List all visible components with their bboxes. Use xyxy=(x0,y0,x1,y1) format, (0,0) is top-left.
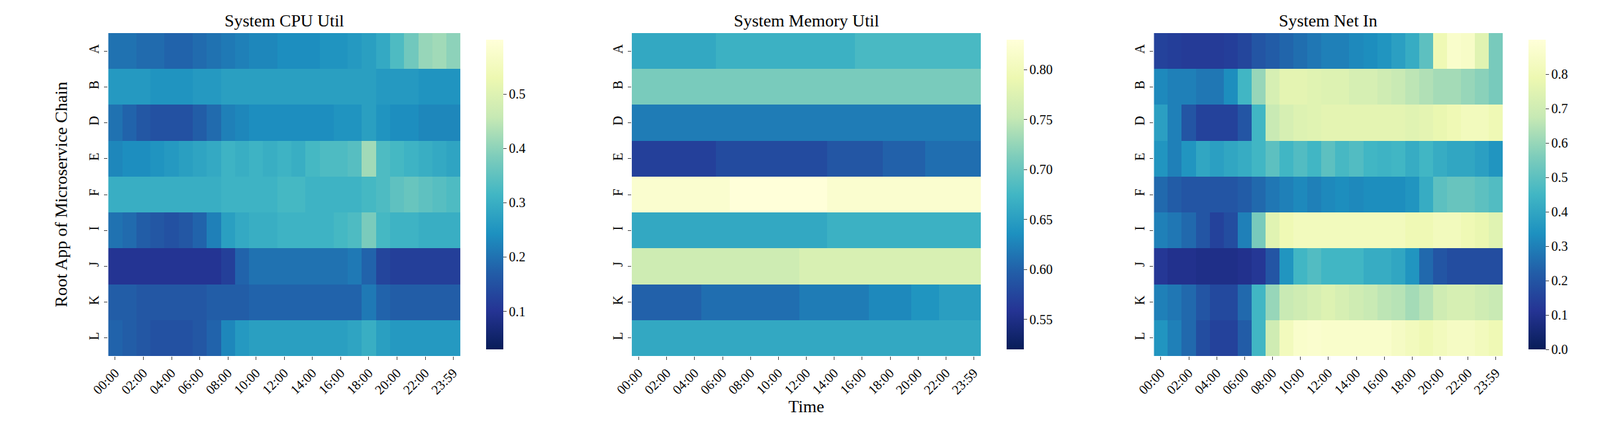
svg-text:14:00: 14:00 xyxy=(809,365,842,398)
svg-text:23:59: 23:59 xyxy=(428,365,461,398)
svg-text:06:00: 06:00 xyxy=(174,365,207,398)
svg-text:F: F xyxy=(1132,188,1148,197)
svg-text:0.4: 0.4 xyxy=(509,141,526,156)
svg-text:12:00: 12:00 xyxy=(1303,365,1336,398)
svg-text:I: I xyxy=(1132,226,1148,232)
svg-text:B: B xyxy=(86,80,102,90)
svg-text:20:00: 20:00 xyxy=(892,365,925,398)
svg-text:Time: Time xyxy=(788,397,825,417)
svg-text:02:00: 02:00 xyxy=(1163,365,1196,398)
svg-text:16:00: 16:00 xyxy=(315,365,348,398)
svg-text:K: K xyxy=(610,295,626,306)
svg-text:D: D xyxy=(86,115,102,126)
svg-text:08:00: 08:00 xyxy=(202,365,235,398)
svg-text:00:00: 00:00 xyxy=(1135,365,1168,398)
svg-text:F: F xyxy=(86,188,102,197)
svg-text:00:00: 00:00 xyxy=(90,365,122,398)
svg-text:06:00: 06:00 xyxy=(1219,365,1251,398)
svg-text:02:00: 02:00 xyxy=(641,365,674,398)
svg-text:0.80: 0.80 xyxy=(1029,62,1053,77)
svg-text:0.70: 0.70 xyxy=(1029,162,1053,177)
svg-text:System Net In: System Net In xyxy=(1278,11,1378,31)
svg-text:04:00: 04:00 xyxy=(1191,365,1224,398)
svg-text:0.60: 0.60 xyxy=(1029,262,1053,277)
svg-text:16:00: 16:00 xyxy=(837,365,869,398)
svg-text:04:00: 04:00 xyxy=(669,365,702,398)
svg-text:0.3: 0.3 xyxy=(1551,239,1569,254)
svg-text:20:00: 20:00 xyxy=(372,365,404,398)
svg-text:0.1: 0.1 xyxy=(509,304,526,320)
svg-text:23:59: 23:59 xyxy=(1470,365,1503,398)
svg-text:0.3: 0.3 xyxy=(509,195,526,210)
svg-text:10:00: 10:00 xyxy=(231,365,263,398)
svg-text:System CPU Util: System CPU Util xyxy=(224,11,345,31)
svg-text:0.6: 0.6 xyxy=(1551,135,1569,151)
svg-text:F: F xyxy=(610,188,626,197)
svg-text:14:00: 14:00 xyxy=(287,365,320,398)
svg-text:08:00: 08:00 xyxy=(725,365,757,398)
svg-text:08:00: 08:00 xyxy=(1247,365,1280,398)
svg-text:System Memory Util: System Memory Util xyxy=(733,11,880,31)
svg-text:20:00: 20:00 xyxy=(1415,365,1448,398)
svg-text:0.75: 0.75 xyxy=(1029,112,1053,128)
svg-text:18:00: 18:00 xyxy=(864,365,897,398)
svg-text:00:00: 00:00 xyxy=(613,365,646,398)
svg-text:K: K xyxy=(1132,295,1148,306)
svg-text:06:00: 06:00 xyxy=(697,365,730,398)
svg-text:L: L xyxy=(1132,332,1148,341)
svg-text:02:00: 02:00 xyxy=(118,365,151,398)
svg-text:0.7: 0.7 xyxy=(1551,101,1569,116)
svg-text:Root App of Microservice Chain: Root App of Microservice Chain xyxy=(51,82,71,308)
svg-text:I: I xyxy=(610,226,626,232)
svg-text:0.2: 0.2 xyxy=(1551,273,1569,289)
svg-text:0.55: 0.55 xyxy=(1029,312,1053,328)
svg-text:18:00: 18:00 xyxy=(343,365,376,398)
svg-text:16:00: 16:00 xyxy=(1358,365,1391,398)
svg-text:0.8: 0.8 xyxy=(1551,66,1569,82)
svg-text:04:00: 04:00 xyxy=(146,365,179,398)
svg-text:L: L xyxy=(610,332,626,341)
svg-text:18:00: 18:00 xyxy=(1387,365,1420,398)
svg-text:0.0: 0.0 xyxy=(1551,342,1569,357)
svg-text:B: B xyxy=(610,80,626,90)
svg-text:E: E xyxy=(610,152,626,161)
svg-text:0.1: 0.1 xyxy=(1551,307,1569,323)
svg-text:E: E xyxy=(1132,152,1148,161)
svg-text:J: J xyxy=(1132,261,1148,267)
svg-text:A: A xyxy=(1132,43,1148,54)
svg-text:0.5: 0.5 xyxy=(1551,170,1569,185)
svg-text:12:00: 12:00 xyxy=(258,365,291,398)
svg-text:22:00: 22:00 xyxy=(400,365,432,398)
svg-text:14:00: 14:00 xyxy=(1331,365,1363,398)
svg-text:A: A xyxy=(610,43,626,54)
svg-text:22:00: 22:00 xyxy=(921,365,953,398)
svg-text:K: K xyxy=(86,295,102,306)
svg-text:0.65: 0.65 xyxy=(1029,212,1053,228)
svg-text:22:00: 22:00 xyxy=(1443,365,1475,398)
svg-text:E: E xyxy=(86,152,102,161)
svg-text:0.5: 0.5 xyxy=(509,86,526,102)
svg-text:10:00: 10:00 xyxy=(753,365,786,398)
svg-text:0.2: 0.2 xyxy=(509,249,526,265)
svg-text:I: I xyxy=(86,226,102,232)
svg-text:J: J xyxy=(610,261,626,267)
svg-text:A: A xyxy=(86,43,102,54)
svg-text:D: D xyxy=(610,115,626,126)
svg-text:B: B xyxy=(1132,80,1148,90)
svg-text:23:59: 23:59 xyxy=(949,365,981,398)
svg-text:10:00: 10:00 xyxy=(1275,365,1308,398)
svg-text:0.4: 0.4 xyxy=(1551,204,1569,220)
svg-text:J: J xyxy=(86,261,102,267)
svg-text:D: D xyxy=(1132,115,1148,126)
svg-text:12:00: 12:00 xyxy=(781,365,814,398)
svg-text:L: L xyxy=(86,332,102,341)
